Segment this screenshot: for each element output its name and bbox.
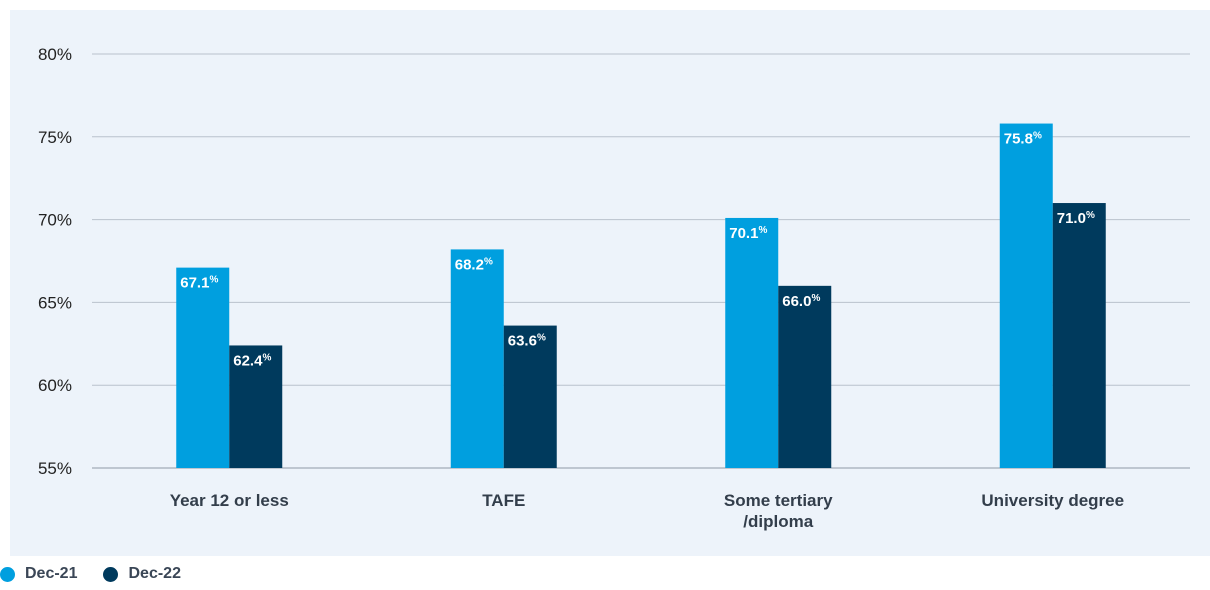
legend: Dec-21 Dec-22 bbox=[0, 562, 207, 586]
data-label: 70.1% bbox=[729, 225, 767, 242]
x-tick-label: Some tertiary bbox=[724, 491, 833, 510]
legend-swatch-dec-22 bbox=[103, 566, 119, 582]
x-tick-label: University degree bbox=[981, 491, 1124, 510]
y-tick-label: 70% bbox=[38, 211, 72, 230]
legend-label-dec-22: Dec-22 bbox=[128, 565, 181, 582]
y-tick-label: 80% bbox=[38, 45, 72, 64]
x-tick-label: /diploma bbox=[743, 512, 813, 531]
bar-dec-22 bbox=[229, 345, 283, 468]
data-label: 63.6% bbox=[508, 333, 546, 350]
data-label: 66.0% bbox=[782, 293, 820, 310]
legend-label-dec-21: Dec-21 bbox=[25, 565, 78, 582]
bar-dec-22 bbox=[778, 285, 832, 468]
y-tick-label: 75% bbox=[38, 128, 72, 147]
bar-dec-22 bbox=[1052, 203, 1106, 469]
y-tick-label: 65% bbox=[38, 293, 72, 312]
data-label: 68.2% bbox=[455, 256, 493, 273]
bar-dec-21 bbox=[176, 267, 230, 468]
data-label: 62.4% bbox=[233, 352, 271, 369]
legend-item-dec-22: Dec-22 bbox=[103, 565, 181, 583]
bar-dec-21 bbox=[725, 217, 779, 468]
bar-dec-21 bbox=[999, 123, 1053, 468]
bar-chart: 55% 60% 65% 70% 75% 80% 67.1% 62.4% Year 12 or l… bbox=[38, 45, 1190, 531]
bar-dec-21 bbox=[450, 249, 504, 468]
y-tick-label: 55% bbox=[38, 459, 72, 478]
y-tick-label: 60% bbox=[38, 376, 72, 395]
data-label: 71.0% bbox=[1057, 210, 1095, 227]
data-label: 67.1% bbox=[180, 275, 218, 292]
x-tick-label: TAFE bbox=[482, 491, 525, 510]
x-tick-label: Year 12 or less bbox=[170, 491, 289, 510]
bar-dec-22 bbox=[503, 325, 557, 468]
legend-swatch-dec-21 bbox=[0, 566, 15, 582]
legend-item-dec-21: Dec-21 bbox=[0, 565, 77, 583]
data-label: 75.8% bbox=[1004, 131, 1042, 148]
